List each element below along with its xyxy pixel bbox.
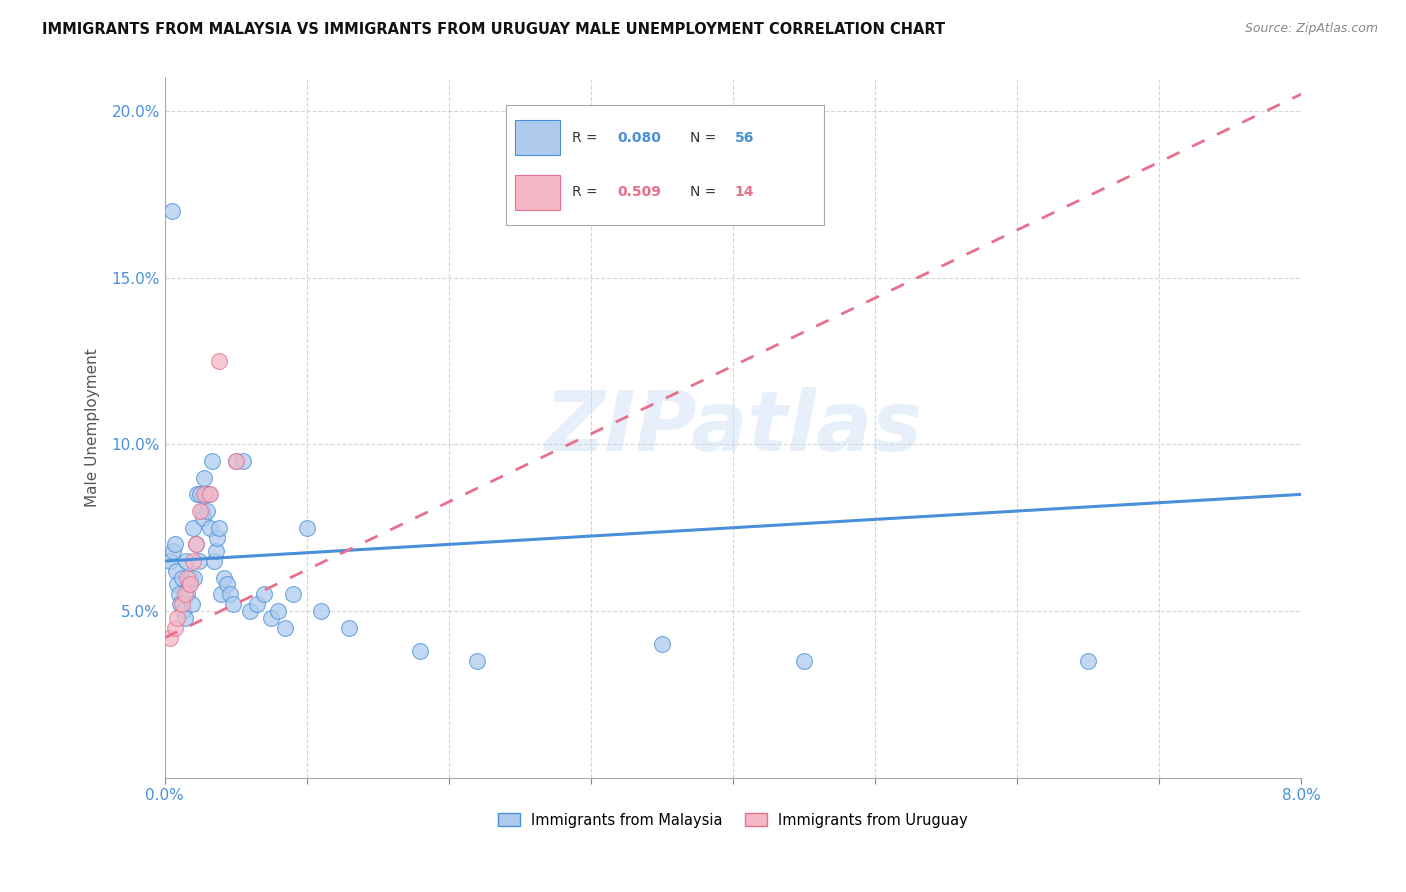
Point <box>170 598 193 612</box>
Point <box>214 571 236 585</box>
Point <box>176 587 198 601</box>
Point <box>181 554 204 568</box>
Point <box>205 531 228 545</box>
Point <box>225 454 247 468</box>
Point <box>232 454 254 468</box>
Point <box>191 510 214 524</box>
Point <box>187 554 209 568</box>
Point <box>204 544 226 558</box>
Point <box>173 611 195 625</box>
Point <box>246 598 269 612</box>
Point <box>197 487 219 501</box>
Point <box>188 487 211 501</box>
Point <box>200 454 222 468</box>
Point <box>176 571 198 585</box>
Point <box>167 587 190 601</box>
Point <box>193 487 215 501</box>
Point <box>281 587 304 601</box>
Point <box>217 577 239 591</box>
Point <box>793 654 815 668</box>
Point <box>239 604 262 618</box>
Point <box>309 604 332 618</box>
Point <box>465 654 488 668</box>
Point <box>198 521 221 535</box>
Point <box>163 621 186 635</box>
Point <box>295 521 318 535</box>
Point <box>651 637 673 651</box>
Point <box>219 587 242 601</box>
Point <box>179 571 201 585</box>
Point <box>1077 654 1099 668</box>
Point <box>208 354 231 368</box>
Legend: Immigrants from Malaysia, Immigrants from Uruguay: Immigrants from Malaysia, Immigrants fro… <box>492 807 974 834</box>
Point <box>177 577 200 591</box>
Point <box>274 621 297 635</box>
Point <box>163 537 186 551</box>
Point <box>194 487 217 501</box>
Point <box>159 631 181 645</box>
Point <box>159 554 181 568</box>
Point <box>188 504 211 518</box>
Point <box>208 521 231 535</box>
Text: IMMIGRANTS FROM MALAYSIA VS IMMIGRANTS FROM URUGUAY MALE UNEMPLOYMENT CORRELATIO: IMMIGRANTS FROM MALAYSIA VS IMMIGRANTS F… <box>42 22 945 37</box>
Point <box>162 544 184 558</box>
Point <box>172 604 194 618</box>
Point <box>195 504 218 518</box>
Point <box>160 203 183 218</box>
Point <box>184 537 207 551</box>
Point <box>179 577 201 591</box>
Point <box>337 621 360 635</box>
Point <box>190 504 212 518</box>
Point <box>170 571 193 585</box>
Text: Source: ZipAtlas.com: Source: ZipAtlas.com <box>1244 22 1378 36</box>
Point <box>222 598 245 612</box>
Point <box>184 537 207 551</box>
Point <box>180 598 202 612</box>
Point <box>409 644 432 658</box>
Point <box>174 554 197 568</box>
Point <box>193 471 215 485</box>
Text: ZIPatlas: ZIPatlas <box>544 387 922 468</box>
Point <box>267 604 290 618</box>
Point <box>253 587 276 601</box>
Point <box>173 587 195 601</box>
Point <box>211 587 233 601</box>
Point <box>260 611 283 625</box>
Point <box>181 521 204 535</box>
Point <box>186 487 208 501</box>
Point <box>169 598 191 612</box>
Point <box>165 564 187 578</box>
Point <box>166 577 188 591</box>
Point <box>202 554 225 568</box>
Point <box>198 487 221 501</box>
Point <box>225 454 247 468</box>
Y-axis label: Male Unemployment: Male Unemployment <box>86 348 100 507</box>
Point <box>183 571 205 585</box>
Point <box>166 611 188 625</box>
